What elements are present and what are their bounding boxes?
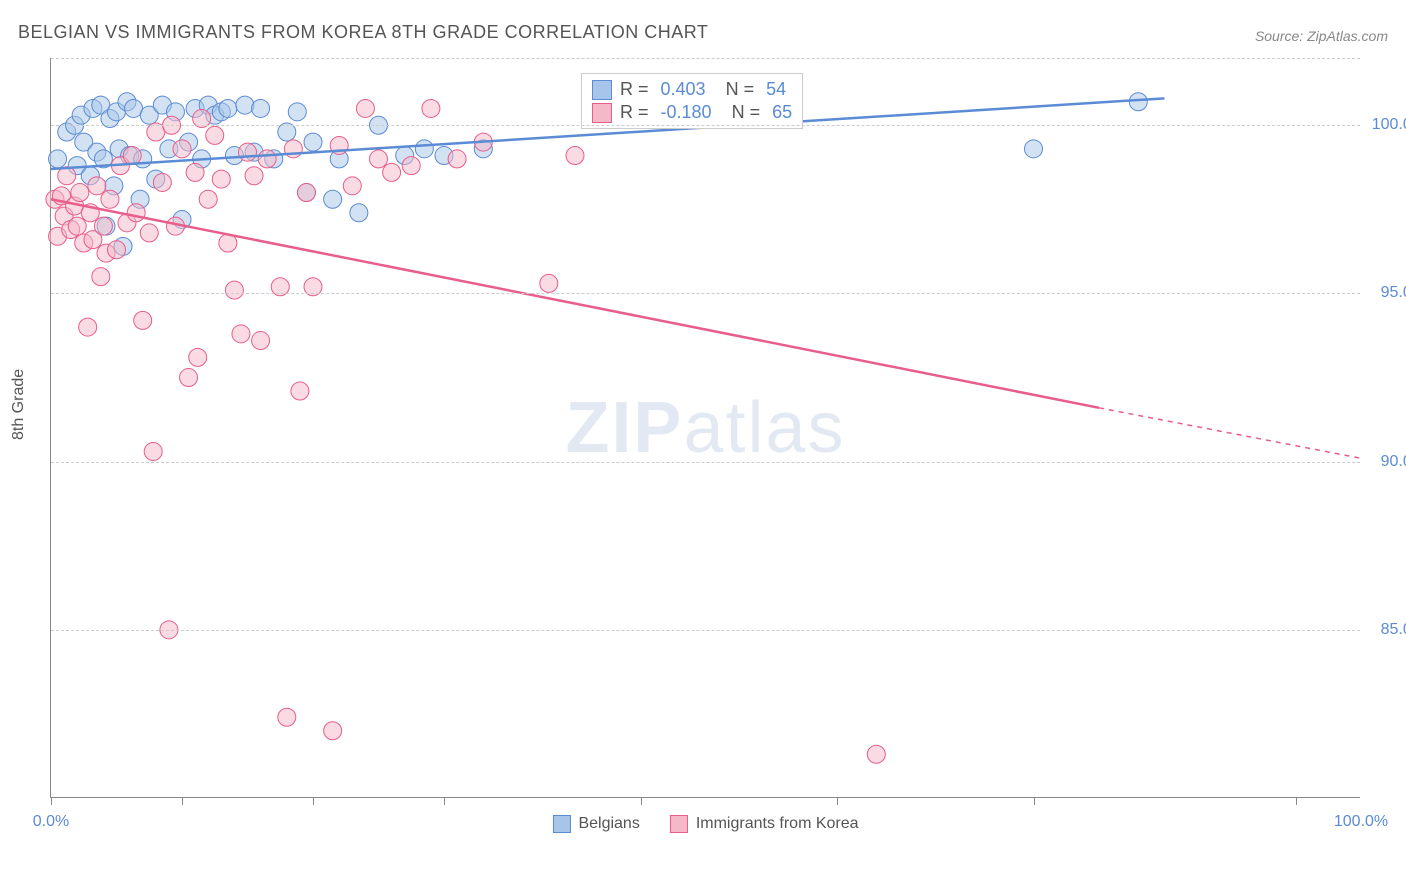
data-point [71,184,89,202]
data-point [108,241,126,259]
legend-n-value: 65 [772,102,792,123]
data-point [278,708,296,726]
data-point [324,190,342,208]
x-tick [1296,797,1297,805]
data-point [123,147,141,165]
data-point [232,325,250,343]
data-point [383,163,401,181]
data-point [94,217,112,235]
data-point [92,268,110,286]
data-point [867,745,885,763]
data-point [88,177,106,195]
data-point [219,99,237,117]
data-point [288,103,306,121]
bottom-legend-item: Belgians [552,815,639,833]
chart-container: BELGIAN VS IMMIGRANTS FROM KOREA 8TH GRA… [0,0,1406,892]
bottom-legend-item: Immigrants from Korea [670,815,859,833]
data-point [350,204,368,222]
x-tick [837,797,838,805]
y-tick-label: 85.0% [1381,621,1406,639]
data-point [422,99,440,117]
y-tick-label: 100.0% [1372,116,1406,134]
data-point [356,99,374,117]
legend-label: Belgians [578,815,639,833]
data-point [180,369,198,387]
legend-r-label: R = [620,79,649,100]
data-point [68,217,86,235]
data-point [239,143,257,161]
legend-row: R = 0.403 N = 54 [592,78,792,101]
scatter-svg [51,58,1360,797]
data-point [370,150,388,168]
x-tick [51,797,52,805]
data-point [291,382,309,400]
data-point [402,157,420,175]
data-point [49,150,67,168]
x-tick [444,797,445,805]
data-point [297,184,315,202]
data-point [448,150,466,168]
data-point [566,147,584,165]
x-tick-label: 100.0% [1334,813,1388,831]
y-tick-label: 95.0% [1381,284,1406,302]
data-point [206,126,224,144]
data-point [173,140,191,158]
chart-title: BELGIAN VS IMMIGRANTS FROM KOREA 8TH GRA… [18,22,708,43]
data-point [144,443,162,461]
x-tick-label: 0.0% [33,813,69,831]
data-point [236,96,254,114]
data-point [79,318,97,336]
regression-line-extrapolated [1099,408,1361,458]
regression-line [51,199,1099,408]
data-point [324,722,342,740]
series-legend: Belgians Immigrants from Korea [552,815,858,833]
data-point [134,311,152,329]
legend-swatch [552,815,570,833]
data-point [225,281,243,299]
gridline [51,462,1360,463]
legend-n-label: N = [732,102,761,123]
x-tick [182,797,183,805]
data-point [1025,140,1043,158]
data-point [199,190,217,208]
legend-n-value: 54 [766,79,786,100]
x-tick [313,797,314,805]
gridline [51,58,1360,59]
data-point [304,133,322,151]
legend-r-value: 0.403 [661,79,706,100]
plot-area: ZIPatlas R =0.403N =54R =-0.180N =65 Bel… [50,58,1360,798]
data-point [252,99,270,117]
data-point [127,204,145,222]
gridline [51,125,1360,126]
data-point [415,140,433,158]
data-point [540,274,558,292]
data-point [252,332,270,350]
legend-n-label: N = [726,79,755,100]
gridline [51,293,1360,294]
data-point [245,167,263,185]
x-tick [641,797,642,805]
correlation-legend: R =0.403N =54R =-0.180N =65 [581,73,803,129]
legend-r-label: R = [620,102,649,123]
gridline [51,630,1360,631]
data-point [189,348,207,366]
legend-r-value: -0.180 [661,102,712,123]
legend-label: Immigrants from Korea [696,815,859,833]
y-tick-label: 90.0% [1381,453,1406,471]
data-point [140,224,158,242]
data-point [212,170,230,188]
legend-row: R = -0.180 N = 65 [592,101,792,124]
x-tick [1034,797,1035,805]
data-point [186,163,204,181]
data-point [1129,93,1147,111]
legend-swatch [592,80,612,100]
data-point [343,177,361,195]
legend-swatch [670,815,688,833]
data-point [153,173,171,191]
data-point [101,190,119,208]
source-attribution: Source: ZipAtlas.com [1255,28,1388,44]
y-axis-label: 8th Grade [10,369,28,440]
legend-swatch [592,103,612,123]
data-point [258,150,276,168]
